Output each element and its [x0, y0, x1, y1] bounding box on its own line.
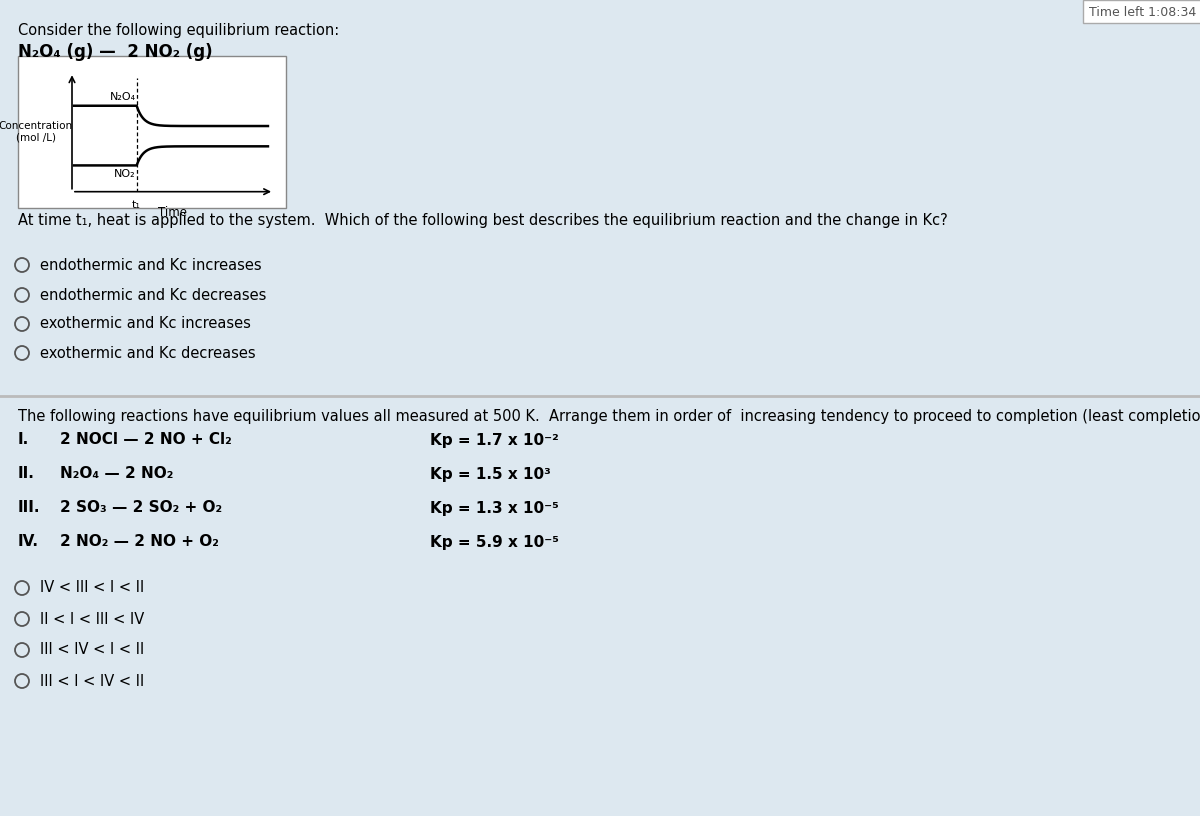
Text: exothermic and Kᴄ increases: exothermic and Kᴄ increases — [40, 317, 251, 331]
Text: Time left 1:08:34: Time left 1:08:34 — [1090, 6, 1196, 19]
Text: IV < III < I < II: IV < III < I < II — [40, 580, 144, 596]
Text: III < IV < I < II: III < IV < I < II — [40, 642, 144, 658]
Text: 2 NO₂ — 2 NO + O₂: 2 NO₂ — 2 NO + O₂ — [60, 534, 218, 549]
Text: t₁: t₁ — [132, 200, 142, 210]
Text: I.: I. — [18, 432, 29, 447]
Text: Kp = 5.9 x 10⁻⁵: Kp = 5.9 x 10⁻⁵ — [430, 534, 559, 549]
Bar — [1084, 0, 1200, 23]
Text: 2 SO₃ — 2 SO₂ + O₂: 2 SO₃ — 2 SO₂ + O₂ — [60, 500, 222, 516]
Text: II.: II. — [18, 467, 35, 481]
Text: IV.: IV. — [18, 534, 38, 549]
Text: exothermic and Kᴄ decreases: exothermic and Kᴄ decreases — [40, 345, 256, 361]
Bar — [18, 56, 286, 208]
Text: II < I < III < IV: II < I < III < IV — [40, 611, 144, 627]
Text: N₂O₄ (g) —  2 NO₂ (g): N₂O₄ (g) — 2 NO₂ (g) — [18, 43, 212, 61]
Text: Concentration
(mol /L): Concentration (mol /L) — [0, 122, 73, 143]
Text: N₂O₄ — 2 NO₂: N₂O₄ — 2 NO₂ — [60, 467, 173, 481]
Text: Time: Time — [158, 206, 187, 219]
Text: endothermic and Kᴄ decreases: endothermic and Kᴄ decreases — [40, 287, 266, 303]
Text: Kp = 1.5 x 10³: Kp = 1.5 x 10³ — [430, 467, 551, 481]
Text: The following reactions have equilibrium values all measured at 500 K.  Arrange : The following reactions have equilibrium… — [18, 409, 1200, 424]
Text: NO₂: NO₂ — [114, 169, 136, 179]
Text: Kp = 1.3 x 10⁻⁵: Kp = 1.3 x 10⁻⁵ — [430, 500, 559, 516]
Text: III.: III. — [18, 500, 41, 516]
Text: Consider the following equilibrium reaction:: Consider the following equilibrium react… — [18, 23, 340, 38]
Text: 2 NOCl — 2 NO + Cl₂: 2 NOCl — 2 NO + Cl₂ — [60, 432, 232, 447]
Text: III < I < IV < II: III < I < IV < II — [40, 673, 144, 689]
Text: At time t₁, heat is applied to the system.  Which of the following best describe: At time t₁, heat is applied to the syste… — [18, 213, 948, 228]
Text: Kp = 1.7 x 10⁻²: Kp = 1.7 x 10⁻² — [430, 432, 559, 447]
Text: endothermic and Kᴄ increases: endothermic and Kᴄ increases — [40, 258, 262, 273]
Text: N₂O₄: N₂O₄ — [109, 92, 136, 102]
